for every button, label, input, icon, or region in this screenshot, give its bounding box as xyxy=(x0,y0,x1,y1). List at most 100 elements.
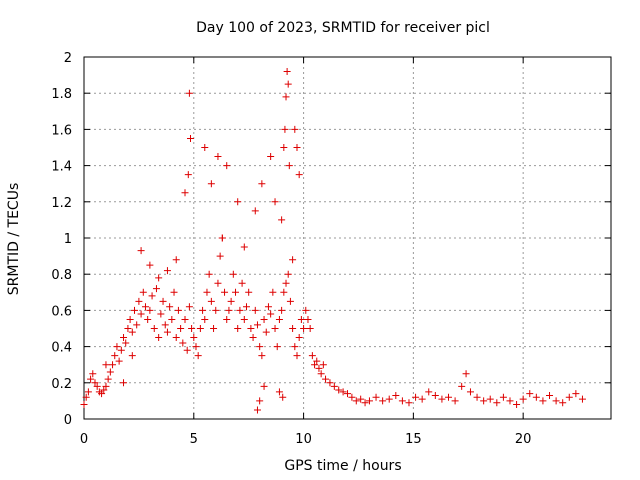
data-point xyxy=(519,395,527,403)
data-point xyxy=(275,315,283,323)
data-point xyxy=(137,247,145,255)
x-tick-label: 5 xyxy=(190,432,198,447)
data-point xyxy=(203,288,211,296)
data-point xyxy=(128,352,136,360)
data-point xyxy=(120,334,128,342)
y-tick-label: 1.2 xyxy=(51,196,72,211)
data-point xyxy=(398,397,406,405)
data-point xyxy=(155,274,163,282)
data-point xyxy=(137,310,145,318)
data-point xyxy=(225,306,233,314)
data-point xyxy=(133,321,141,329)
data-point xyxy=(251,306,259,314)
data-point xyxy=(192,343,200,351)
x-tick-label: 10 xyxy=(295,432,312,447)
data-point xyxy=(291,343,299,351)
data-point xyxy=(295,171,303,179)
x-tick-label: 0 xyxy=(80,432,88,447)
data-point xyxy=(218,234,226,242)
data-point xyxy=(163,267,171,275)
data-point xyxy=(546,391,554,399)
data-point xyxy=(256,343,264,351)
data-point xyxy=(212,306,220,314)
data-point xyxy=(282,279,290,287)
data-point xyxy=(513,401,521,409)
data-point xyxy=(480,397,488,405)
data-point xyxy=(322,375,330,383)
y-tick-label: 0.2 xyxy=(51,377,72,392)
y-tick-label: 0.4 xyxy=(51,341,72,356)
data-point xyxy=(306,325,314,332)
y-tick-label: 1.8 xyxy=(51,87,72,102)
data-point xyxy=(267,153,275,161)
data-point xyxy=(506,397,514,405)
data-point xyxy=(214,279,222,287)
data-point xyxy=(291,125,299,133)
data-point xyxy=(260,315,268,323)
data-point xyxy=(181,315,189,323)
data-point xyxy=(379,397,387,405)
y-tick-label: 0.6 xyxy=(51,304,72,319)
data-point xyxy=(207,297,215,305)
data-point xyxy=(445,393,453,401)
data-point xyxy=(253,321,261,329)
data-point xyxy=(249,334,257,342)
data-point xyxy=(146,306,154,314)
data-point xyxy=(234,198,242,206)
data-point xyxy=(451,397,459,405)
x-axis-label: GPS time / hours xyxy=(284,458,401,474)
data-point xyxy=(493,399,501,407)
x-tick-label: 20 xyxy=(515,432,532,447)
data-point xyxy=(102,361,110,369)
y-tick-label: 0.8 xyxy=(51,268,72,283)
data-point xyxy=(425,388,433,396)
y-tick-label: 0 xyxy=(64,413,72,428)
data-point xyxy=(293,144,301,151)
data-point xyxy=(284,270,292,278)
data-point xyxy=(82,393,90,401)
data-point xyxy=(113,343,121,351)
data-point xyxy=(285,162,293,170)
data-point xyxy=(98,390,106,398)
data-point xyxy=(300,325,308,332)
data-point xyxy=(269,288,277,296)
data-point xyxy=(111,352,119,360)
data-point xyxy=(172,334,180,342)
data-point xyxy=(418,395,426,403)
data-point xyxy=(234,325,242,332)
data-point xyxy=(93,382,101,390)
data-point xyxy=(392,391,400,399)
data-point xyxy=(150,325,158,332)
y-tick-label: 1.6 xyxy=(51,123,72,138)
data-point xyxy=(185,89,193,97)
data-point xyxy=(240,315,248,323)
data-point xyxy=(273,343,281,351)
y-tick-label: 1.4 xyxy=(51,160,72,175)
data-point xyxy=(251,207,259,215)
data-point xyxy=(236,306,244,314)
data-point xyxy=(278,306,286,314)
data-point xyxy=(289,256,297,264)
data-point xyxy=(315,364,323,372)
data-point xyxy=(304,315,312,323)
data-point xyxy=(247,325,255,332)
data-point xyxy=(124,325,132,332)
data-point xyxy=(565,393,573,401)
data-point xyxy=(280,144,288,151)
data-point xyxy=(87,375,95,383)
data-point xyxy=(317,370,325,378)
data-point xyxy=(227,297,235,305)
data-point xyxy=(559,399,567,407)
data-point xyxy=(174,306,182,314)
data-point xyxy=(183,346,191,354)
data-point xyxy=(170,288,178,296)
data-point xyxy=(313,357,321,365)
data-point xyxy=(115,357,123,365)
data-point xyxy=(163,328,171,336)
data-point xyxy=(412,393,420,401)
data-point xyxy=(223,162,231,170)
data-point xyxy=(155,334,163,342)
data-point xyxy=(199,306,207,314)
data-point xyxy=(284,80,292,88)
data-point xyxy=(499,393,507,401)
